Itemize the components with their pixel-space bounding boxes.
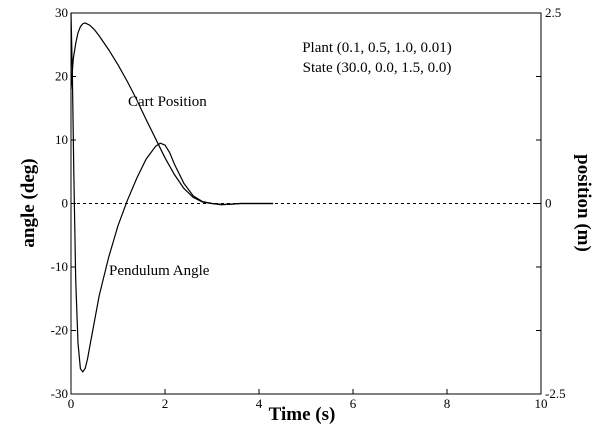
- x-tick-label: 10: [535, 396, 548, 411]
- pendulum-angle-label: Pendulum Angle: [109, 263, 210, 279]
- series-line-cart-position: [70, 22, 274, 205]
- x-tick-label: 0: [68, 396, 75, 411]
- y2-tick-label: -2.5: [545, 386, 566, 401]
- y-tick-label: -20: [51, 323, 68, 338]
- y-tick-label: 30: [55, 5, 68, 20]
- y-tick-label: -30: [51, 386, 68, 401]
- left-y-axis-label: angle (deg): [18, 158, 39, 247]
- left-y-axis-ticks: -30 -20 -10 0 10 20 30: [51, 5, 76, 401]
- y-tick-label: 0: [62, 196, 69, 211]
- x-tick-label: 4: [256, 396, 263, 411]
- y2-tick-label: 2.5: [545, 5, 561, 20]
- x-axis-label: Time (s): [269, 404, 336, 425]
- y2-tick-label: 0: [545, 196, 552, 211]
- right-y-axis-ticks: -2.5 0 2.5: [536, 5, 566, 401]
- x-tick-label: 8: [444, 396, 451, 411]
- series-line-pendulum-angle: [70, 12, 274, 373]
- y-tick-label: 20: [55, 69, 68, 84]
- y-tick-label: 10: [55, 132, 68, 147]
- cart-position-label: Cart Position: [128, 94, 207, 110]
- x-tick-label: 2: [162, 396, 169, 411]
- plant-parameters-annotation: Plant (0.1, 0.5, 1.0, 0.01): [302, 40, 452, 56]
- y-tick-label: -10: [51, 259, 68, 274]
- x-axis-ticks: 0 2 4 6 8 10: [68, 389, 548, 411]
- right-y-axis-label: position (m): [573, 154, 594, 252]
- x-tick-label: 6: [350, 396, 357, 411]
- state-parameters-annotation: State (30.0, 0.0, 1.5, 0.0): [303, 60, 452, 76]
